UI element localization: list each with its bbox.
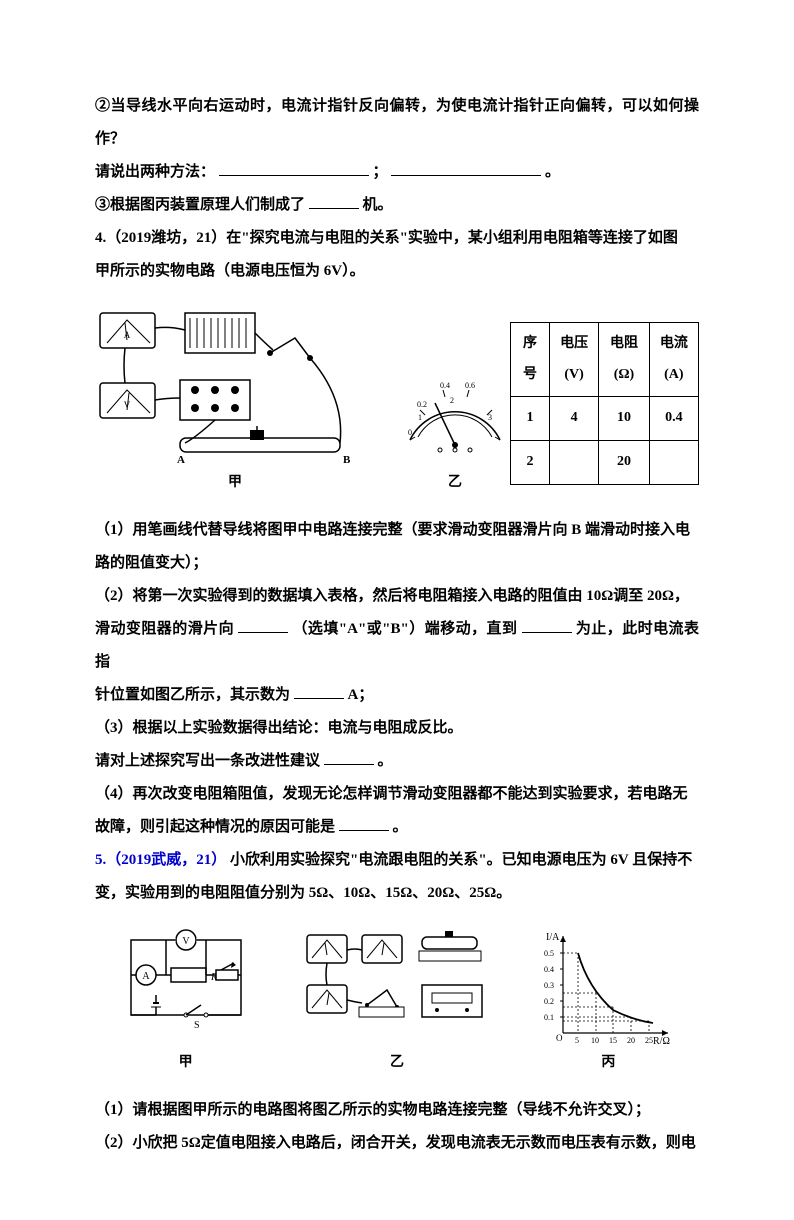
slider-B: B [343, 454, 351, 466]
svg-text:3: 3 [488, 413, 492, 422]
svg-text:5: 5 [575, 1036, 579, 1045]
svg-text:0.6: 0.6 [465, 381, 475, 390]
cell [549, 441, 598, 485]
table-row: 1 4 10 0.4 [511, 397, 699, 441]
voltmeter-label: V [124, 400, 131, 410]
cell: 10 [599, 397, 649, 441]
q4-head-a: 4.（2019潍坊，21）在"探究电流与电阻的关系"实验中，某小组利用电阻箱等连… [95, 230, 678, 246]
q5-head-a: 5.（2019武威，21） [95, 852, 226, 868]
real-circuit-乙 [297, 925, 497, 1035]
cell: 0.4 [649, 397, 698, 441]
q4-p3: （3）根据以上实验数据得出结论：电流与电阻成反比。 [95, 712, 699, 745]
svg-text:1: 1 [418, 413, 422, 422]
q5-head-b: 小欣利用实验探究"电流跟电阻的关系"。已知电源电压为 6V 且保持不 [230, 852, 692, 868]
svg-text:S: S [194, 1020, 200, 1031]
q3-line2: ②当导线水平向右运动时，电流计指针反向偏转，为使电流计指针正向偏转，可以如何操作… [95, 90, 699, 156]
cell: 20 [599, 441, 649, 485]
schematic-甲: V A R S [116, 925, 256, 1035]
schematic-block: V A R S [116, 925, 256, 1079]
figure-row-2: V A R S [95, 925, 699, 1079]
svg-text:I/A: I/A [546, 932, 560, 943]
fig-label-甲2: 甲 [116, 1048, 256, 1079]
circuit-diagram-甲: A V [95, 308, 375, 468]
sep-semi: ； [373, 164, 388, 180]
q5-p1: （1）请根据图甲所示的电路图将图乙所示的实物电路连接完整（导线不允许交叉）； [95, 1094, 699, 1127]
svg-text:20: 20 [627, 1036, 635, 1045]
q4-head2: 甲所示的实物电路（电源电压恒为 6V）。 [95, 255, 699, 288]
q4-p4b: 故障，则引起这种情况的原因可能是 。 [95, 811, 699, 844]
svg-text:2: 2 [450, 396, 454, 405]
q5-head-c: 变，实验用到的电阻阻值分别为 5Ω、10Ω、15Ω、20Ω、25Ω。 [95, 885, 511, 901]
sep-period: 。 [545, 164, 560, 180]
blank-machine[interactable] [309, 193, 359, 209]
svg-text:0.4: 0.4 [544, 965, 554, 974]
fig-label-甲: 甲 [95, 468, 375, 499]
blank-method1[interactable] [219, 160, 369, 176]
q4-p1: （1）用笔画线代替导线将图甲中电路连接完整（要求滑动变阻器滑片向 B 端滑动时接… [95, 514, 699, 547]
cell: 2 [511, 441, 550, 485]
svg-text:0.2: 0.2 [544, 997, 554, 1006]
q3-line2b: 请说出两种方法： ； 。 [95, 156, 699, 189]
q4-head-b: 甲所示的实物电路（电源电压恒为 6V）。 [95, 263, 365, 279]
table-header-row: 序号 电压 (V) 电阻 (Ω) 电流 (A) [511, 322, 699, 397]
real-circuit-block: 乙 [297, 925, 497, 1079]
circuit-svg: A V [95, 308, 375, 468]
fig-label-丙: 丙 [538, 1048, 678, 1079]
blank-until[interactable] [522, 617, 572, 633]
q4-head: 4.（2019潍坊，21）在"探究电流与电阻的关系"实验中，某小组利用电阻箱等连… [95, 222, 699, 255]
q4-p2b: 滑动变阻器的滑片向 （选填"A"或"B"）端移动，直到 为止，此时电流表指 [95, 613, 699, 679]
cell: 1 [511, 397, 550, 441]
blank-reason[interactable] [339, 815, 389, 831]
graph-block: I/A R/Ω O 0.1 0.2 0.3 0.4 0.5 5 10 15 20… [538, 928, 678, 1079]
svg-text:0.5: 0.5 [544, 949, 554, 958]
fig-label-乙: 乙 [400, 468, 510, 499]
svg-text:0.1: 0.1 [544, 1013, 554, 1022]
blank-suggest[interactable] [324, 749, 374, 765]
q3-methods-prefix: 请说出两种方法： [95, 164, 215, 180]
q4-p4a: （4）再次改变电阻箱阻值，发现无论怎样调节滑动变阻器都不能达到实验要求，若电路无 [95, 778, 699, 811]
th-resistance: 电阻 (Ω) [599, 322, 649, 397]
circuit-block: A V [95, 308, 375, 499]
svg-text:15: 15 [609, 1036, 617, 1045]
blank-reading[interactable] [294, 683, 344, 699]
fig-label-乙2: 乙 [297, 1048, 497, 1079]
svg-text:A: A [142, 971, 150, 982]
figure-row-1: A V [95, 308, 699, 499]
svg-text:10: 10 [591, 1036, 599, 1045]
svg-text:0.2: 0.2 [417, 400, 427, 409]
th-seq: 序号 [511, 322, 550, 397]
svg-text:0: 0 [408, 428, 412, 437]
svg-text:0.4: 0.4 [440, 381, 450, 390]
graph-丙: I/A R/Ω O 0.1 0.2 0.3 0.4 0.5 5 10 15 20… [538, 928, 678, 1048]
svg-text:25: 25 [645, 1036, 653, 1045]
svg-text:V: V [182, 936, 190, 947]
th-voltage: 电压 (V) [549, 322, 598, 397]
q5-head: 5.（2019武威，21） 小欣利用实验探究"电流跟电阻的关系"。已知电源电压为… [95, 844, 699, 877]
q4-p1b: 路的阻值变大）； [95, 547, 699, 580]
blank-method2[interactable] [391, 160, 541, 176]
svg-text:0.3: 0.3 [544, 981, 554, 990]
table-row: 2 20 [511, 441, 699, 485]
q5-p2: （2）小欣把 5Ω定值电阻接入电路后，闭合开关，发现电流表无示数而电压表有示数，… [95, 1127, 699, 1160]
svg-text:O: O [556, 1033, 563, 1043]
q3-line2-text: ②当导线水平向右运动时，电流计指针反向偏转，为使电流计指针正向偏转，可以如何操作… [95, 98, 699, 147]
circuit-and-gauge: A V [95, 308, 510, 499]
q4-p2c: 针位置如图乙所示，其示数为 A； [95, 679, 699, 712]
q4-p2a: （2）将第一次实验得到的数据填入表格，然后将电阻箱接入电路的阻值由 10Ω调至 … [95, 580, 699, 613]
th-current: 电流 (A) [649, 322, 698, 397]
q3-line3: ③根据图丙装置原理人们制成了 机。 [95, 189, 699, 222]
gauge-block: 0 0.2 0.4 0.6 1 2 3 乙 [400, 365, 510, 499]
slider-A: A [177, 454, 185, 466]
svg-text:R/Ω: R/Ω [653, 1036, 670, 1047]
cell: 4 [549, 397, 598, 441]
q3-line3-b: 机。 [363, 197, 393, 213]
q5-head2: 变，实验用到的电阻阻值分别为 5Ω、10Ω、15Ω、20Ω、25Ω。 [95, 877, 699, 910]
q4-p3b: 请对上述探究写出一条改进性建议 。 [95, 745, 699, 778]
blank-direction[interactable] [238, 617, 288, 633]
q3-line3-a: ③根据图丙装置原理人们制成了 [95, 197, 305, 213]
cell [649, 441, 698, 485]
data-table: 序号 电压 (V) 电阻 (Ω) 电流 (A) 1 4 10 0.4 2 20 [510, 322, 699, 485]
gauge-乙: 0 0.2 0.4 0.6 1 2 3 [400, 365, 510, 455]
ammeter-label: A [124, 330, 131, 340]
